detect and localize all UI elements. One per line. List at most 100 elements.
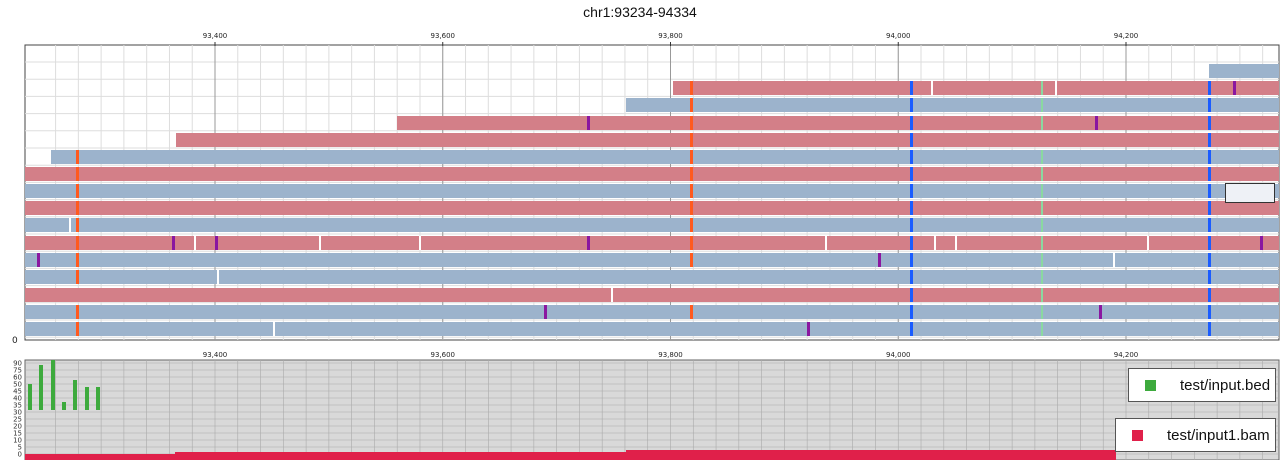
axis-tick-label-top: 93,800 bbox=[658, 32, 683, 40]
mismatch-mark bbox=[1208, 201, 1211, 215]
deletion-mark bbox=[273, 322, 275, 336]
axis-tick-label-top: 93,400 bbox=[203, 32, 228, 40]
mismatch-mark bbox=[1041, 253, 1043, 267]
read[interactable] bbox=[25, 201, 1279, 215]
insertion-mark bbox=[1233, 81, 1236, 95]
insertion-mark bbox=[587, 236, 590, 250]
mismatch-mark bbox=[690, 236, 693, 250]
deletion-mark bbox=[217, 270, 219, 284]
mismatch-mark bbox=[1041, 116, 1043, 130]
axis-tick-label-bottom: 94,200 bbox=[1114, 351, 1139, 359]
mismatch-mark bbox=[1041, 288, 1043, 302]
selection-box bbox=[1225, 183, 1275, 203]
deletion-mark bbox=[1147, 236, 1149, 250]
mismatch-mark bbox=[1041, 81, 1043, 95]
deletion-mark bbox=[69, 218, 71, 232]
mismatch-mark bbox=[910, 218, 913, 232]
mismatch-mark bbox=[1041, 98, 1043, 112]
mismatch-mark bbox=[1208, 322, 1211, 336]
bed-bar bbox=[28, 384, 32, 410]
mismatch-mark bbox=[910, 288, 913, 302]
read[interactable] bbox=[25, 253, 1279, 267]
mismatch-mark bbox=[1041, 270, 1043, 284]
read[interactable] bbox=[25, 218, 1279, 232]
read[interactable] bbox=[176, 133, 1279, 147]
coverage-y-label: 10 bbox=[13, 437, 22, 445]
read[interactable] bbox=[673, 81, 1279, 95]
mismatch-mark bbox=[690, 98, 693, 112]
deletion-mark bbox=[611, 288, 613, 302]
mismatch-mark bbox=[910, 81, 913, 95]
coverage-y-label: 20 bbox=[13, 423, 22, 431]
coverage-bar bbox=[175, 452, 626, 460]
legend-bed[interactable]: test/input.bed bbox=[1128, 368, 1276, 402]
mismatch-mark bbox=[1041, 218, 1043, 232]
deletion-mark bbox=[1055, 81, 1057, 95]
insertion-mark bbox=[215, 236, 218, 250]
mismatch-mark bbox=[690, 201, 693, 215]
bed-bar bbox=[39, 365, 43, 410]
bed-bar bbox=[96, 387, 100, 410]
mismatch-mark bbox=[910, 184, 913, 198]
mismatch-mark bbox=[690, 81, 693, 95]
mismatch-mark bbox=[76, 201, 79, 215]
read[interactable] bbox=[25, 167, 1279, 181]
read[interactable] bbox=[25, 288, 1279, 302]
mismatch-mark bbox=[1041, 201, 1043, 215]
deletion-mark bbox=[1113, 253, 1115, 267]
deletion-mark bbox=[194, 236, 196, 250]
bed-bar bbox=[62, 402, 66, 410]
read[interactable] bbox=[25, 236, 1279, 250]
mismatch-mark bbox=[1041, 322, 1043, 336]
coverage-y-label: 90 bbox=[13, 360, 22, 368]
mismatch-mark bbox=[76, 184, 79, 198]
mismatch-mark bbox=[910, 305, 913, 319]
deletion-mark bbox=[825, 236, 827, 250]
mismatch-mark bbox=[1208, 270, 1211, 284]
read[interactable] bbox=[1209, 64, 1279, 78]
read[interactable] bbox=[25, 322, 1279, 336]
axis-tick-label-bottom: 93,400 bbox=[203, 351, 228, 359]
axis-tick-label-top: 94,200 bbox=[1114, 32, 1139, 40]
bed-bar bbox=[85, 387, 89, 410]
mismatch-mark bbox=[690, 116, 693, 130]
coverage-y-label: 60 bbox=[13, 374, 22, 382]
mismatch-mark bbox=[1208, 81, 1211, 95]
read[interactable] bbox=[25, 184, 1279, 198]
mismatch-mark bbox=[1208, 184, 1211, 198]
insertion-mark bbox=[1095, 116, 1098, 130]
read[interactable] bbox=[397, 116, 1279, 130]
coverage-y-label: 40 bbox=[13, 395, 22, 403]
read[interactable] bbox=[626, 98, 1279, 112]
mismatch-mark bbox=[76, 150, 79, 164]
mismatch-mark bbox=[910, 236, 913, 250]
mismatch-mark bbox=[1208, 218, 1211, 232]
coverage-bar bbox=[25, 454, 175, 460]
read[interactable] bbox=[51, 150, 1279, 164]
coverage-y-label: 30 bbox=[13, 409, 22, 417]
mismatch-mark bbox=[910, 167, 913, 181]
coverage-y-label: 5 bbox=[18, 444, 22, 452]
mismatch-mark bbox=[690, 133, 693, 147]
insertion-mark bbox=[807, 322, 810, 336]
insertion-mark bbox=[1099, 305, 1102, 319]
legend-bed-label: test/input.bed bbox=[1180, 376, 1271, 394]
mismatch-mark bbox=[690, 218, 693, 232]
read[interactable] bbox=[25, 305, 1279, 319]
coverage-y-label: 50 bbox=[13, 381, 22, 389]
legend-bam[interactable]: test/input1.bam bbox=[1115, 418, 1276, 452]
mismatch-mark bbox=[76, 253, 79, 267]
mismatch-mark bbox=[910, 201, 913, 215]
mismatch-mark bbox=[1208, 150, 1211, 164]
mismatch-mark bbox=[910, 253, 913, 267]
read[interactable] bbox=[25, 270, 1279, 284]
mismatch-mark bbox=[1208, 288, 1211, 302]
mismatch-mark bbox=[1208, 98, 1211, 112]
mismatch-mark bbox=[910, 322, 913, 336]
mismatch-mark bbox=[910, 98, 913, 112]
mismatch-mark bbox=[910, 116, 913, 130]
mismatch-mark bbox=[1208, 116, 1211, 130]
mismatch-mark bbox=[76, 167, 79, 181]
mismatch-mark bbox=[1208, 236, 1211, 250]
